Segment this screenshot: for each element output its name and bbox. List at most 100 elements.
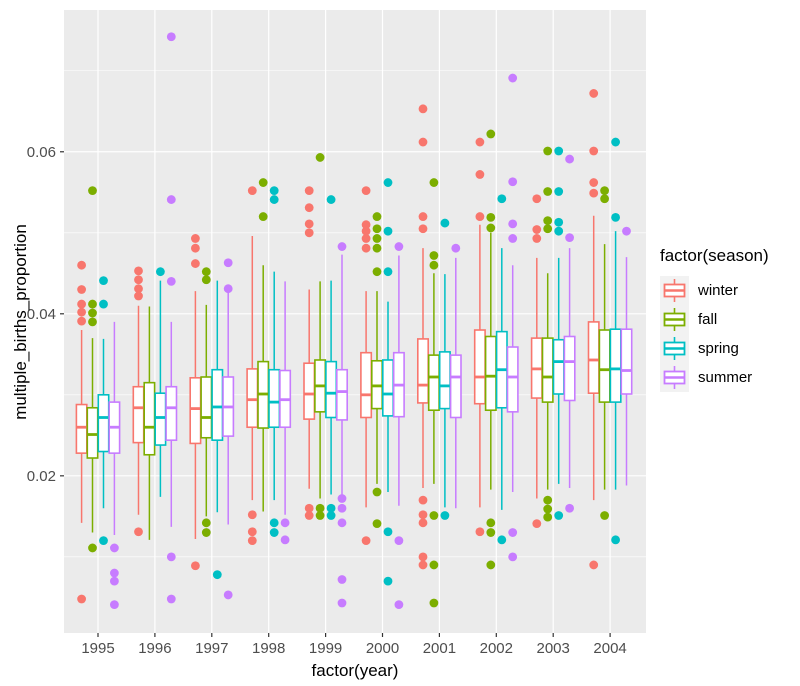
outlier-point-1996-summer	[166, 552, 176, 562]
legend-items: winter fall spring summer	[660, 276, 800, 392]
outlier-point-1997-summer	[223, 284, 233, 294]
x-tick-label: 1995	[81, 640, 114, 657]
outlier-point-1998-winter	[247, 527, 257, 537]
legend-item-spring: spring	[660, 334, 800, 363]
outlier-point-1996-winter	[134, 284, 143, 294]
outlier-point-1995-fall	[88, 543, 97, 553]
outlier-point-1995-spring	[99, 536, 108, 546]
outlier-point-1997-fall	[201, 267, 211, 277]
outlier-point-2003-fall	[543, 187, 553, 196]
outlier-point-2002-summer	[508, 234, 518, 243]
outlier-point-2001-fall	[429, 560, 439, 570]
outlier-point-1998-summer	[280, 518, 290, 528]
box-1996-winter	[132, 385, 145, 444]
box-2002-fall	[484, 335, 497, 412]
outlier-point-1999-spring	[326, 511, 336, 520]
box-1998-spring	[268, 368, 281, 429]
box-1999-spring	[325, 360, 338, 419]
outlier-point-2002-spring	[497, 535, 507, 545]
outlier-point-2000-fall	[372, 519, 382, 529]
outlier-point-2001-fall	[429, 598, 439, 608]
outlier-point-2002-winter	[475, 527, 485, 537]
outlier-point-2004-fall	[600, 194, 609, 204]
outlier-point-2001-winter	[418, 510, 428, 520]
outlier-point-2000-winter	[361, 536, 371, 546]
outlier-point-2002-fall	[486, 129, 496, 139]
box-2002-winter	[473, 329, 486, 405]
outlier-point-2002-fall	[486, 528, 496, 537]
box-1995-winter	[75, 403, 88, 454]
outlier-point-1995-winter	[77, 299, 86, 309]
outlier-point-1999-summer	[337, 598, 347, 608]
outlier-point-2002-summer	[508, 552, 518, 562]
box-2000-spring	[381, 359, 394, 417]
legend-label: summer	[698, 369, 753, 386]
outlier-point-2000-winter	[361, 243, 371, 253]
outlier-point-2001-winter	[418, 495, 428, 505]
legend: factor(season) winter fall spring summer	[660, 246, 800, 392]
outlier-point-2003-fall	[543, 504, 553, 514]
outlier-point-1998-spring	[269, 195, 279, 204]
outlier-point-2003-fall	[543, 224, 553, 234]
box-2004-winter	[587, 321, 600, 394]
box-1997-spring	[211, 368, 224, 441]
outlier-point-1999-summer	[337, 518, 347, 528]
outlier-point-2001-winter	[418, 560, 428, 570]
outlier-point-2003-fall	[543, 512, 553, 522]
outlier-point-1998-fall	[258, 178, 268, 187]
outlier-point-2000-summer	[394, 536, 404, 546]
box-1995-spring	[97, 394, 110, 453]
outlier-point-2003-summer	[565, 154, 574, 164]
x-tick-label: 2001	[423, 640, 456, 657]
outlier-point-2004-winter	[589, 188, 599, 198]
outlier-point-1996-winter	[134, 266, 143, 276]
outlier-point-1999-summer	[337, 503, 347, 513]
outlier-point-1997-fall	[201, 528, 211, 537]
x-tick-label: 2000	[366, 640, 399, 657]
outlier-point-2002-winter	[475, 212, 485, 221]
outlier-point-2003-spring	[554, 187, 564, 196]
outlier-point-2004-spring	[611, 535, 620, 545]
outlier-point-2004-winter	[589, 560, 599, 570]
outlier-point-2003-spring	[554, 217, 564, 227]
outlier-point-1999-summer	[337, 494, 347, 503]
outlier-point-1996-summer	[166, 32, 176, 42]
legend-title: factor(season)	[660, 246, 769, 265]
outlier-point-2000-fall	[372, 267, 382, 277]
outlier-point-2004-winter	[589, 178, 599, 187]
outlier-point-2000-summer	[394, 600, 404, 610]
outlier-point-2000-fall	[372, 243, 382, 253]
outlier-point-2001-fall	[429, 511, 439, 520]
outlier-point-2002-summer	[508, 73, 518, 83]
outlier-point-1997-winter	[191, 561, 200, 571]
outlier-point-2000-fall	[372, 224, 382, 234]
outlier-point-2000-spring	[383, 267, 393, 277]
box-1996-spring	[154, 392, 167, 446]
outlier-point-2000-spring	[383, 226, 393, 236]
outlier-point-1999-fall	[315, 153, 325, 162]
outlier-point-1996-spring	[156, 267, 165, 277]
y-tick-label: 0.02	[27, 468, 56, 485]
outlier-point-1999-summer	[337, 242, 347, 251]
y-tick-label: 0.06	[27, 144, 56, 161]
outlier-point-2000-winter	[361, 220, 371, 230]
outlier-point-1996-summer	[166, 276, 176, 286]
outlier-point-2000-summer	[394, 242, 404, 251]
outlier-point-1997-summer	[223, 590, 233, 600]
x-tick-label: 1999	[309, 640, 342, 657]
outlier-point-2002-winter	[475, 170, 485, 179]
outlier-point-2000-spring	[383, 178, 393, 187]
y-tick-label: 0.04	[27, 306, 56, 323]
outlier-point-1999-spring	[326, 503, 336, 513]
outlier-point-1995-fall	[88, 308, 97, 318]
box-1996-fall	[143, 381, 156, 456]
outlier-point-2002-winter	[475, 137, 485, 147]
outlier-point-1997-summer	[223, 258, 233, 268]
outlier-point-1995-fall	[88, 186, 97, 196]
box-2004-summer	[620, 328, 633, 395]
outlier-point-2003-winter	[532, 234, 542, 243]
outlier-point-2000-fall	[372, 234, 382, 243]
box-2001-spring	[438, 351, 451, 410]
